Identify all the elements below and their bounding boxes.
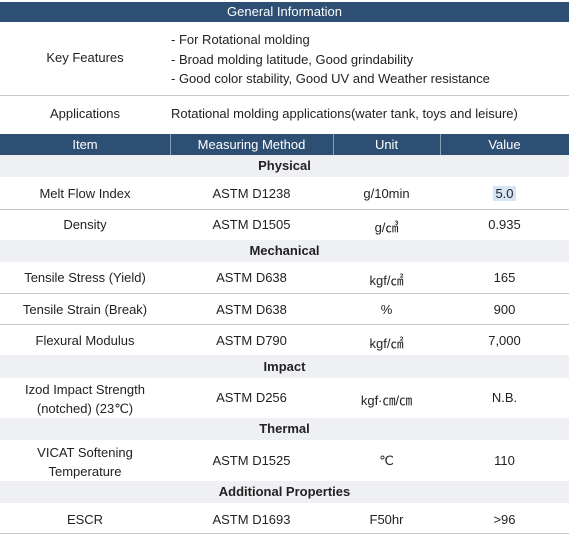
item-cell: VICAT Softening Temperature: [0, 443, 170, 481]
method-cell: ASTM D256: [216, 390, 287, 405]
item-line: Izod Impact Strength: [25, 382, 145, 397]
item-cell: Tensile Strain (Break): [22, 302, 148, 317]
divider: [0, 324, 569, 325]
divider: [0, 533, 569, 534]
feature-item: - For Rotational molding: [171, 32, 310, 47]
col-unit-header: Unit: [333, 134, 440, 155]
item-line: VICAT Softening: [37, 445, 133, 460]
value-cell: 7,000: [488, 333, 521, 348]
method-cell: ASTM D1505: [212, 217, 291, 232]
divider: [0, 293, 569, 294]
value-cell: 165: [493, 270, 516, 285]
method-cell: ASTM D790: [216, 333, 287, 348]
method-cell: ASTM D1693: [212, 512, 291, 527]
item-cell: Flexural Modulus: [35, 333, 135, 348]
method-cell: ASTM D1238: [212, 186, 291, 201]
unit-cell: %: [380, 302, 393, 317]
unit-cell: kgf/㎠: [369, 336, 404, 351]
value-cell: 900: [493, 302, 516, 317]
method-cell: ASTM D1525: [212, 453, 291, 468]
col-separator: [333, 134, 334, 155]
section-physical: Physical: [0, 155, 569, 177]
applications-value: Rotational molding applications(water ta…: [171, 106, 518, 121]
col-separator: [440, 134, 441, 155]
section-impact: Impact: [0, 355, 569, 378]
general-info-header: General Information: [0, 2, 569, 22]
col-separator: [170, 134, 171, 155]
divider: [0, 209, 569, 210]
item-line: (notched) (23℃): [36, 401, 134, 416]
col-item-header: Item: [0, 134, 170, 155]
col-value-header: Value: [440, 134, 569, 155]
section-mechanical: Mechanical: [0, 240, 569, 262]
section-additional: Additional Properties: [0, 481, 569, 503]
item-cell: Izod Impact Strength (notched) (23℃): [0, 380, 170, 418]
highlighted-value: 5.0: [493, 186, 516, 201]
item-cell: Density: [63, 217, 107, 232]
section-thermal: Thermal: [0, 418, 569, 440]
feature-item: - Broad molding latitude, Good grindabil…: [171, 51, 414, 67]
method-cell: ASTM D638: [216, 270, 287, 285]
divider: [0, 95, 569, 96]
key-features-label: Key Features: [46, 50, 124, 65]
item-line: Temperature: [48, 464, 122, 479]
value-cell: >96: [493, 512, 516, 527]
value-cell: 110: [494, 453, 515, 468]
unit-cell: g/10min: [363, 186, 410, 201]
item-cell: ESCR: [66, 512, 104, 527]
item-cell: Melt Flow Index: [39, 186, 131, 201]
feature-item: - Good color stability, Good UV and Weat…: [171, 71, 490, 86]
unit-cell: kgf·㎝/㎝: [360, 393, 413, 408]
applications-label: Applications: [49, 106, 121, 121]
value-cell: 5.0: [440, 186, 569, 201]
value-cell: N.B.: [491, 390, 518, 405]
unit-cell: F50hr: [369, 512, 404, 527]
unit-cell: kgf/㎠: [369, 273, 404, 288]
key-features-list: - For Rotational molding - Broad molding…: [171, 30, 566, 89]
method-cell: ASTM D638: [216, 302, 287, 317]
unit-cell: ℃: [379, 453, 394, 468]
col-method-header: Measuring Method: [170, 134, 333, 155]
value-cell: 0.935: [488, 217, 521, 232]
unit-cell: g/㎤: [374, 220, 399, 235]
item-cell: Tensile Stress (Yield): [24, 270, 146, 285]
